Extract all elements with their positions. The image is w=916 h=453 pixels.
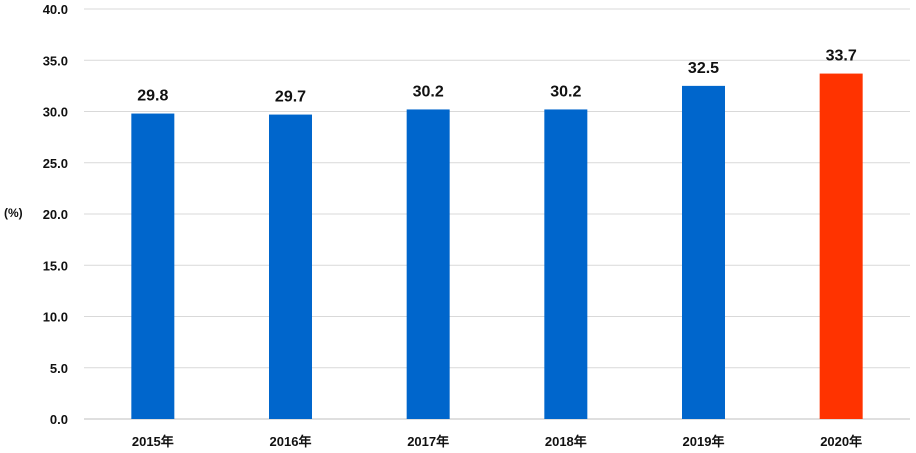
y-tick-label: 35.0: [43, 53, 68, 68]
bar: [682, 85, 725, 419]
x-tick-label: 2019年: [683, 434, 725, 449]
data-label: 29.7: [275, 89, 306, 106]
data-labels: 29.8 29.7 30.2 30.2 32.5 33.7: [137, 48, 857, 106]
data-label: 33.7: [826, 48, 857, 65]
y-tick-labels: 0.0 5.0 10.0 15.0 20.0 25.0 30.0 35.0 40.0: [43, 2, 68, 427]
y-axis-label: (%): [4, 206, 23, 220]
y-tick-label: 10.0: [43, 310, 68, 325]
y-tick-label: 25.0: [43, 156, 68, 171]
y-tick-label: 40.0: [43, 2, 68, 17]
data-label: 32.5: [688, 60, 719, 77]
y-tick-label: 30.0: [43, 105, 68, 120]
data-label: 29.8: [137, 88, 168, 105]
gridlines: [84, 8, 910, 420]
bar: [131, 113, 175, 420]
bar: [819, 73, 863, 419]
x-tick-label: 2020年: [820, 434, 862, 449]
y-tick-label: 20.0: [43, 207, 68, 222]
x-tick-label: 2016年: [270, 434, 312, 449]
x-tick-labels: 2015年 2016年 2017年 2018年 2019年 2020年: [132, 434, 862, 449]
bar: [544, 109, 588, 419]
bar: [406, 109, 450, 419]
data-label: 30.2: [550, 83, 581, 100]
bars: [131, 73, 863, 420]
y-tick-label: 15.0: [43, 258, 68, 273]
x-tick-label: 2018年: [545, 434, 587, 449]
bar: [269, 114, 312, 419]
data-label: 30.2: [413, 83, 444, 100]
x-tick-label: 2017年: [407, 434, 449, 449]
y-tick-label: 5.0: [50, 361, 68, 376]
y-tick-label: 0.0: [50, 412, 68, 427]
x-tick-label: 2015年: [132, 434, 174, 449]
